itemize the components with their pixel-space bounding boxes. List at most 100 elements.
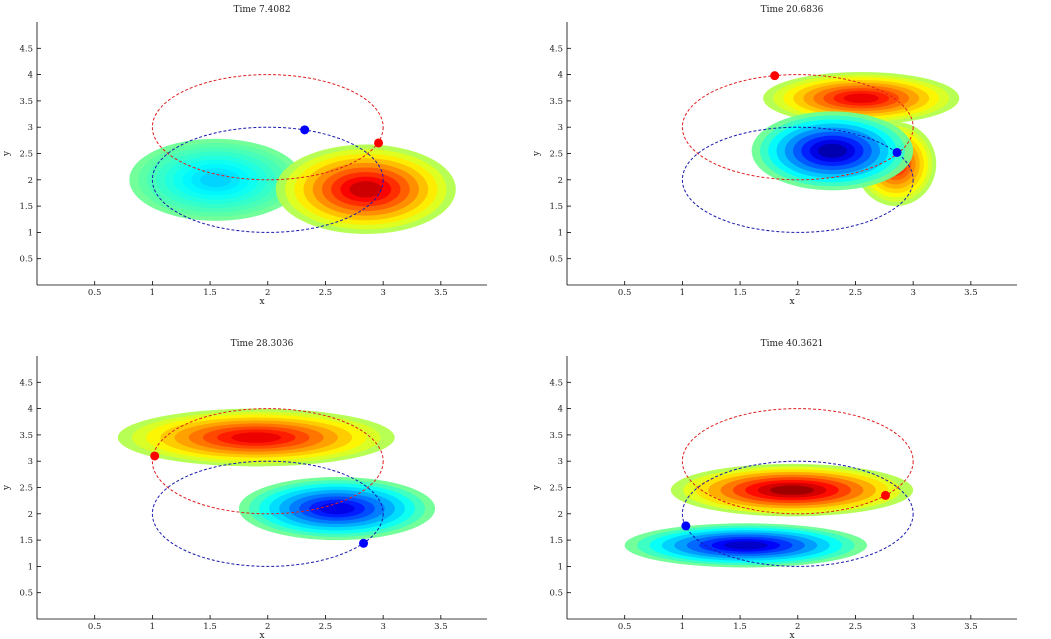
y-tick-label: 4 <box>558 71 563 81</box>
x-tick-label: 2.5 <box>319 622 333 632</box>
heatmap-blob <box>624 523 867 568</box>
x-tick-label: 3 <box>380 622 385 632</box>
y-tick-label: 4.5 <box>19 44 33 54</box>
orbit-ellipse <box>151 74 384 181</box>
x-axis-label: x <box>789 631 794 639</box>
panel-title: Time 20.6836 <box>761 5 824 15</box>
x-tick-label: 1 <box>680 288 685 298</box>
y-tick-label: 1 <box>558 228 563 238</box>
x-tick-label: 1.5 <box>733 622 747 632</box>
x-tick-label: 2.5 <box>849 622 863 632</box>
heatmap-blob <box>751 111 914 191</box>
x-tick-label: 1 <box>150 288 155 298</box>
x-tick-label: 2 <box>795 622 800 632</box>
panel-3: 0.5 1 1.5 2 2.5 3 3.5 0.5 1 1.5 2 2.5 3 3.5 4 4.5 Time 2… <box>2 339 487 639</box>
x-tick-label: 0.5 <box>618 288 632 298</box>
heatmap-field <box>117 408 436 567</box>
x-tick-label: 3.5 <box>964 622 978 632</box>
y-tick-label: 2 <box>558 176 563 186</box>
y-tick-label: 2 <box>558 510 563 520</box>
heatmap-blob <box>275 144 456 234</box>
x-axis-label: x <box>259 297 264 307</box>
panel-4: 0.5 1 1.5 2 2.5 3 3.5 0.5 1 1.5 2 2.5 3 3.5 4 4.5 Time 4… <box>532 339 1017 639</box>
x-tick-label: 1.5 <box>733 288 747 298</box>
orbit-ellipse <box>151 460 384 567</box>
y-tick-label: 3.5 <box>549 97 563 107</box>
orbit-ellipse <box>681 126 914 233</box>
x-tick-label: 2 <box>795 288 800 298</box>
x-tick-label: 1.5 <box>203 288 217 298</box>
panel-title: Time 7.4082 <box>233 5 290 15</box>
data-point <box>681 521 691 531</box>
y-tick-label: 4 <box>558 405 563 415</box>
y-tick-label: 3 <box>558 457 563 467</box>
data-point <box>150 451 160 461</box>
y-axis-label: y <box>532 150 542 157</box>
x-tick-label: 1 <box>150 622 155 632</box>
heatmap-blob <box>129 138 303 221</box>
heatmap-field <box>681 71 960 233</box>
blob-layer <box>319 502 355 515</box>
panel-1: 0.5 1 1.5 2 2.5 3 3.5 0.5 1 1.5 2 2.5 3 3.5 4 4.5 Time 7… <box>2 5 487 307</box>
data-point <box>892 147 902 157</box>
y-tick-label: 3.5 <box>19 97 33 107</box>
heatmap-blob <box>763 71 960 125</box>
y-tick-label: 1 <box>28 562 33 572</box>
y-axis-label: y <box>2 150 12 157</box>
y-axis-label: y <box>2 484 12 491</box>
y-tick-label: 4.5 <box>19 378 33 388</box>
panel-2: 0.5 1 1.5 2 2.5 3 3.5 0.5 1 1.5 2 2.5 3 3.5 4 4.5 Time 2… <box>532 5 1017 307</box>
y-tick-label: 2 <box>28 510 33 520</box>
y-tick-label: 3 <box>28 123 33 133</box>
orbit-ellipse <box>151 126 384 233</box>
orbit-ellipse <box>151 408 384 515</box>
y-tick-label: 3 <box>558 123 563 133</box>
x-tick-label: 2.5 <box>319 288 333 298</box>
orbit-ellipse <box>681 408 914 515</box>
y-tick-label: 1.5 <box>19 202 33 212</box>
blob-layer <box>724 541 768 550</box>
y-tick-label: 3.5 <box>549 431 563 441</box>
y-tick-label: 1.5 <box>549 536 563 546</box>
x-tick-label: 3 <box>380 288 385 298</box>
blob-layer <box>770 485 814 495</box>
y-axis-label: y <box>532 484 542 491</box>
y-tick-label: 2 <box>28 176 33 186</box>
blob-layer <box>231 432 282 443</box>
x-tick-label: 1 <box>680 622 685 632</box>
orbit-ellipse <box>681 460 914 567</box>
blob-layer <box>349 181 383 198</box>
y-tick-label: 0.5 <box>549 589 563 599</box>
data-point <box>300 125 310 135</box>
x-tick-label: 1.5 <box>203 622 217 632</box>
y-tick-label: 1 <box>28 228 33 238</box>
y-tick-label: 0.5 <box>19 589 33 599</box>
heatmap-blob <box>238 476 436 541</box>
heatmap-blob <box>117 408 395 467</box>
x-tick-label: 2.5 <box>849 288 863 298</box>
y-tick-label: 4.5 <box>549 378 563 388</box>
data-point <box>359 538 369 548</box>
data-point <box>770 71 780 81</box>
y-tick-label: 0.5 <box>19 255 33 265</box>
y-tick-label: 1.5 <box>549 202 563 212</box>
y-tick-label: 2.5 <box>19 484 33 494</box>
heatmap-blob <box>670 463 914 517</box>
panel-title: Time 28.3036 <box>231 339 294 349</box>
x-tick-label: 0.5 <box>88 622 102 632</box>
y-tick-label: 0.5 <box>549 255 563 265</box>
y-tick-label: 3.5 <box>19 431 33 441</box>
x-tick-label: 2 <box>265 622 270 632</box>
y-tick-label: 3 <box>28 457 33 467</box>
y-tick-label: 4 <box>28 405 33 415</box>
panel-title: Time 40.3621 <box>761 339 824 349</box>
y-tick-label: 2.5 <box>549 484 563 494</box>
blob-layer <box>200 172 232 188</box>
x-tick-label: 3.5 <box>434 622 448 632</box>
x-tick-label: 2 <box>265 288 270 298</box>
y-tick-label: 4 <box>28 71 33 81</box>
data-point <box>880 490 890 500</box>
x-tick-label: 0.5 <box>618 622 632 632</box>
heatmap-field <box>624 408 914 568</box>
